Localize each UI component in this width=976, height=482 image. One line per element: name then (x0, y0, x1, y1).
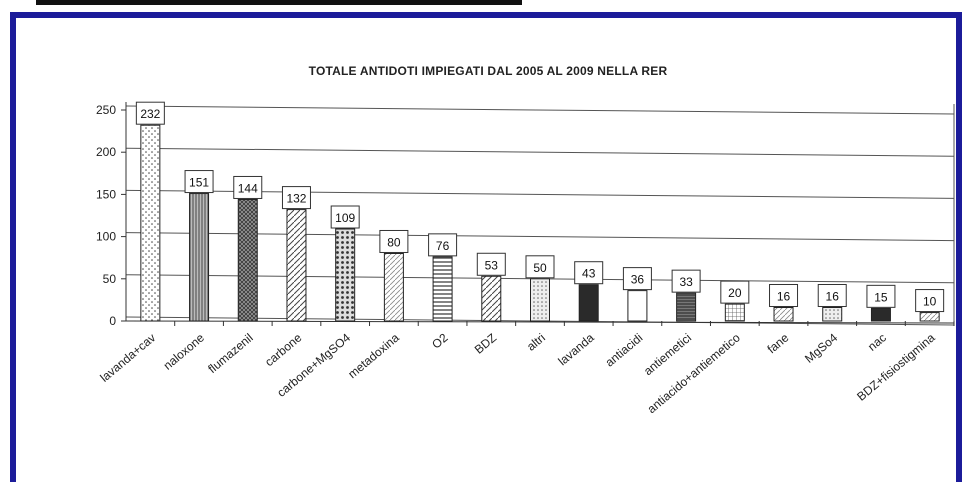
x-tick-label: nac (865, 331, 889, 354)
x-tick-label: O2 (429, 330, 451, 351)
gridline (125, 189, 955, 199)
x-tick-label: altri (524, 331, 548, 354)
bar (822, 306, 843, 322)
bar-chart: 0 50 100 150 200 250 232 lavanda+cav 151 naloxone… (96, 101, 955, 416)
top-rule (36, 0, 522, 5)
bar (335, 228, 356, 322)
y-tick-label: 0 (109, 314, 116, 328)
gridline (125, 105, 955, 115)
data-label-box (769, 283, 799, 307)
bar (676, 292, 697, 322)
bar (578, 284, 599, 322)
data-label-box (184, 170, 214, 194)
data-label: 109 (335, 211, 355, 225)
data-label: 16 (826, 289, 840, 303)
data-label: 36 (631, 273, 645, 287)
data-label-box (866, 284, 896, 308)
x-tick-label: antiacido+antiemetico (645, 330, 743, 416)
bar (627, 290, 648, 322)
bar (189, 193, 210, 322)
data-label: 15 (874, 290, 888, 304)
data-label: 50 (533, 261, 547, 275)
x-tick-label: flumazenil (205, 331, 255, 376)
data-label-box (281, 186, 311, 210)
data-label-box (330, 205, 360, 229)
data-label: 80 (387, 235, 401, 249)
x-tick-label: metadoxina (345, 330, 402, 381)
x-tick-label: fane (765, 330, 792, 356)
data-label-box (622, 267, 652, 291)
chart-frame (10, 12, 962, 482)
x-tick-label: BDZ (472, 331, 499, 357)
bar (919, 312, 940, 322)
x-tick-label: lavanda (555, 330, 596, 368)
bar (724, 303, 745, 322)
data-label-box (233, 175, 263, 199)
x-tick-label: antiacidi (603, 331, 646, 370)
gridline (125, 147, 955, 157)
x-tick-label: naloxone (161, 330, 208, 372)
data-label-box (671, 269, 701, 293)
x-tick-label: carbone (262, 330, 304, 369)
data-label: 33 (679, 275, 693, 289)
data-label-box (720, 280, 750, 304)
bar (140, 124, 161, 322)
data-label-box (915, 289, 945, 313)
data-label: 53 (485, 258, 499, 272)
data-label-box (574, 261, 604, 285)
data-label: 20 (728, 286, 742, 300)
data-label: 16 (777, 289, 791, 303)
data-label-box (135, 101, 165, 125)
x-tick-label: lavanda+cav (97, 331, 158, 385)
bar (773, 306, 794, 322)
data-label-box (817, 283, 847, 307)
data-label-box (379, 229, 409, 253)
data-label-box (525, 255, 555, 279)
data-label-box (428, 233, 458, 257)
x-axis (125, 320, 955, 324)
y-tick-label: 150 (96, 187, 116, 201)
data-label: 76 (436, 239, 450, 253)
bar (286, 209, 307, 322)
bar (530, 278, 550, 322)
y-tick-label: 250 (96, 103, 116, 117)
data-label: 132 (286, 192, 306, 206)
data-label: 232 (140, 107, 160, 121)
chart-title: TOTALE ANTIDOTI IMPIEGATI DAL 2005 AL 20… (308, 64, 668, 78)
bar (481, 275, 502, 322)
y-tick-label: 100 (96, 230, 116, 244)
data-label: 144 (238, 181, 258, 195)
data-label-box (476, 252, 506, 276)
x-tick-label: MgSo4 (802, 330, 840, 365)
data-label: 43 (582, 267, 596, 281)
data-label: 10 (923, 295, 937, 309)
bar (237, 198, 258, 322)
bar (383, 252, 404, 322)
gridline (125, 232, 955, 242)
y-tick-label: 200 (96, 145, 116, 159)
y-tick-label: 50 (103, 272, 117, 286)
bar (870, 307, 891, 322)
bar (432, 256, 453, 322)
data-label: 151 (189, 176, 209, 190)
